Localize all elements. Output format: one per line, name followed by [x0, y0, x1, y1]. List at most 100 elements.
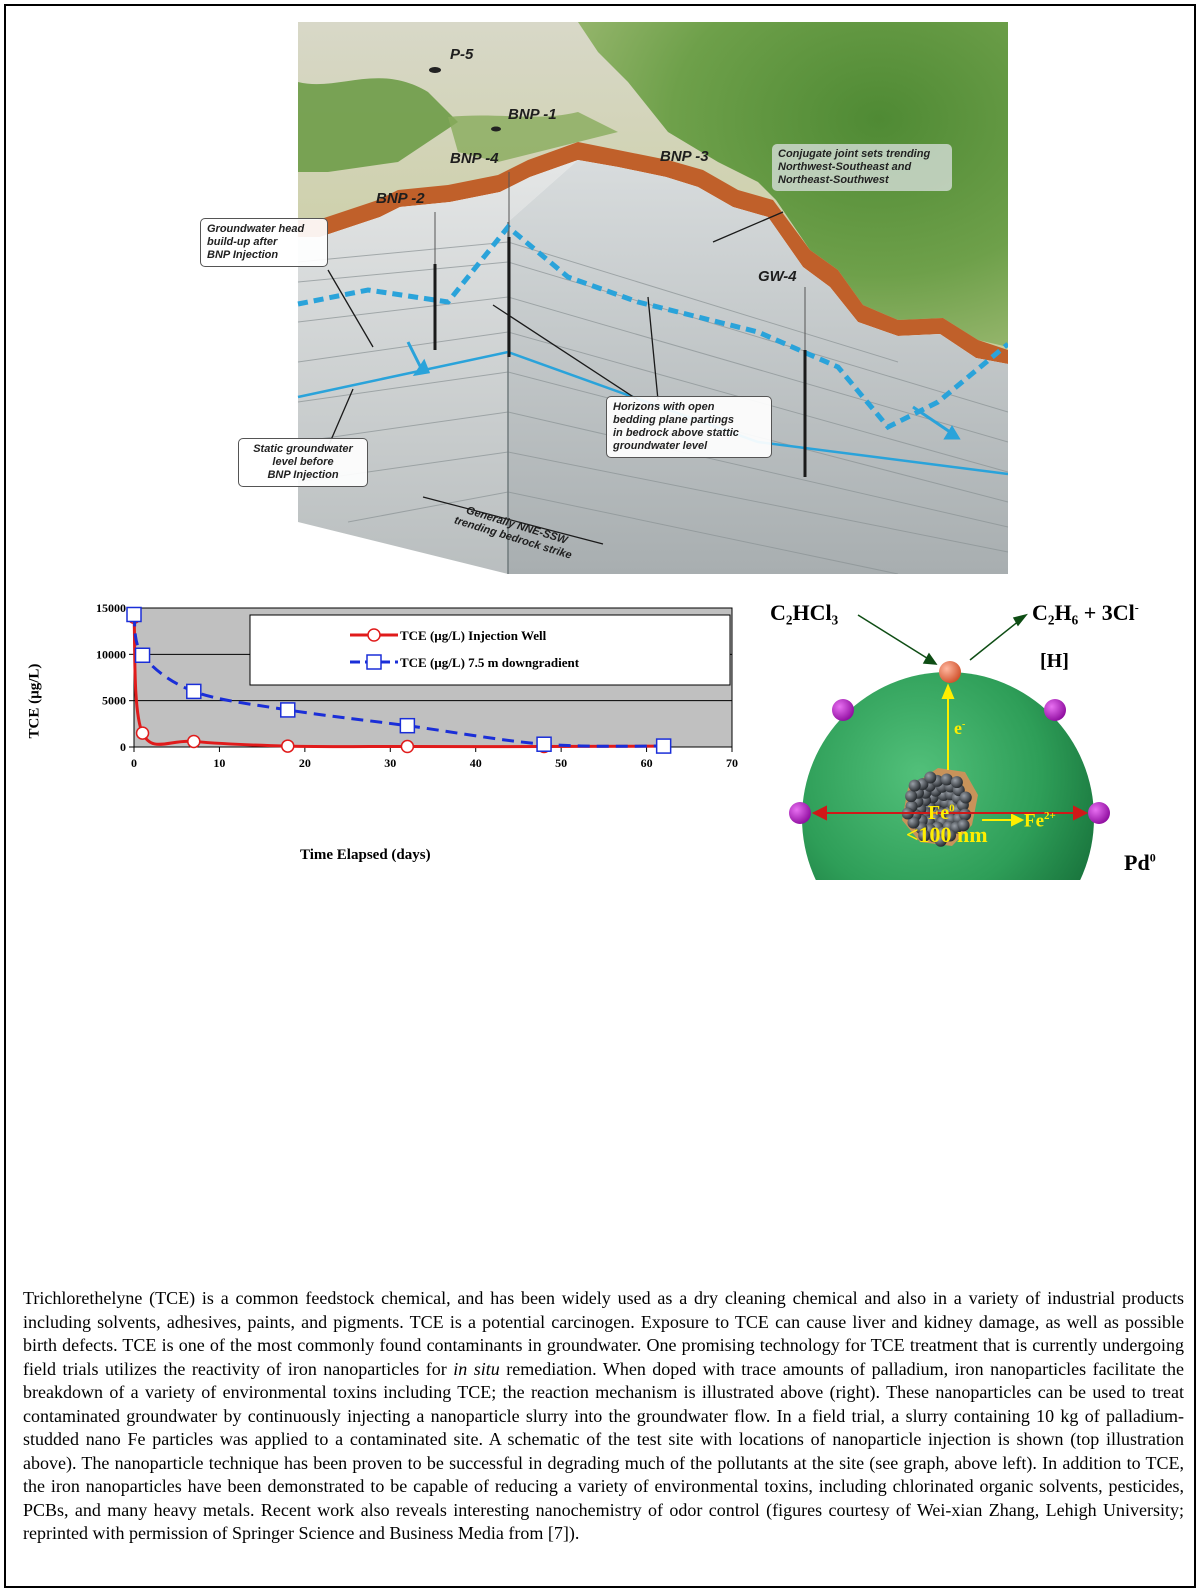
well-label-p5: P-5 — [450, 46, 474, 63]
callout-line: Northwest-Southeast and — [778, 161, 912, 173]
y-axis-title-text: TCE (µg/L) — [26, 663, 43, 739]
forest — [298, 78, 458, 172]
x-tick-label: 20 — [299, 756, 311, 770]
paragraph-text: Trichlorethelyne (TCE) is a common feeds… — [23, 1288, 1184, 1379]
hydrogen-label: [H] — [1040, 650, 1069, 672]
fe-atom — [957, 819, 970, 832]
data-point — [126, 606, 142, 623]
tce-molecule — [939, 661, 961, 683]
pd-dot — [1088, 802, 1110, 824]
groundwater-head-line — [297, 223, 1008, 431]
data-point — [655, 738, 672, 754]
rock-face-right — [508, 160, 1008, 574]
well-casings — [433, 237, 807, 477]
callout-line: build-up after — [207, 236, 278, 248]
x-tick-label: 70 — [726, 756, 738, 770]
reactant-label: C₂HCl₃ — [770, 600, 839, 625]
callout-static-groundwater: Static groundwater level before BNP Inje… — [238, 438, 368, 487]
y-tick-label: 10000 — [96, 647, 126, 661]
callout-leaders — [327, 211, 784, 448]
electron-label: e- — [954, 718, 965, 739]
fe0-sup: 0 — [949, 802, 955, 815]
data-point — [399, 717, 416, 734]
fe-atom — [907, 816, 920, 829]
fe0-core-cluster — [901, 771, 972, 847]
reaction-arrows — [857, 613, 1028, 665]
forest — [448, 112, 618, 162]
well-label-bnp3: BNP -3 — [660, 148, 709, 165]
fe-atom — [934, 834, 947, 847]
fe2-label: Fe2+ — [1024, 810, 1056, 832]
electron-sup: - — [962, 719, 966, 730]
callout-line: groundwater level — [613, 440, 708, 452]
callout-line: Northeast-Southwest — [778, 174, 889, 186]
paragraph-italic: in situ — [453, 1358, 500, 1379]
callout-line: BNP Injection — [207, 249, 279, 261]
legend-label: TCE (µg/L) 7.5 m downgradient — [400, 655, 580, 670]
fe2-sup: 2+ — [1044, 810, 1056, 822]
pd-text: Pd — [1124, 850, 1150, 875]
product-label: C₂H₆ + 3Cl- — [1032, 600, 1139, 626]
nanoparticle-mechanism-figure: C₂HCl₃ C₂H₆ + 3Cl- [H] e- Fe0 Fe2+ <100 … — [760, 590, 1190, 985]
flow-arrows — [406, 341, 961, 440]
description-paragraph: Trichlorethelyne (TCE) is a common feeds… — [23, 1287, 1184, 1546]
well-label-bnp4: BNP -4 — [450, 150, 499, 167]
pd-dot — [1044, 699, 1066, 721]
size-label: <100 nm — [906, 822, 988, 847]
pd-dot — [789, 802, 811, 824]
legend-marker — [367, 628, 381, 642]
callout-line: bedding plane partings — [613, 414, 735, 426]
page-border — [4, 4, 1196, 1588]
fe2-arrow — [982, 813, 1025, 827]
paragraph-text: remediation. When doped with trace amoun… — [23, 1358, 1185, 1544]
data-point — [134, 647, 151, 664]
callout-line: Conjugate joint sets trending — [778, 148, 931, 160]
fe-atom — [950, 776, 963, 789]
site-schematic-illustration: P-5 BNP -1 BNP -4 BNP -3 BNP -2 GW-4 Con… — [198, 22, 1008, 574]
x-tick-label: 10 — [213, 756, 225, 770]
legend-marker — [366, 654, 382, 670]
data-point — [400, 739, 415, 754]
strike-arrow — [422, 496, 604, 545]
pd-dot — [832, 699, 854, 721]
fe-atom — [959, 791, 972, 804]
pd-sup: 0 — [1149, 850, 1156, 865]
callout-groundwater-head: Groundwater head build-up after BNP Inje… — [200, 218, 328, 267]
product-sup: - — [1134, 600, 1139, 615]
bnp1-marker — [491, 126, 501, 132]
legend-label: TCE (µg/L) Injection Well — [400, 628, 547, 643]
x-tick-label: 60 — [641, 756, 653, 770]
data-point — [187, 734, 201, 749]
x-tick-label: 50 — [555, 756, 567, 770]
well-label-bnp1: BNP -1 — [508, 106, 557, 123]
callout-horizons: Horizons with open bedding plane parting… — [606, 396, 772, 458]
well-risers — [434, 172, 806, 350]
data-point — [186, 683, 202, 700]
fe-atom — [940, 773, 953, 786]
electron-arrow — [941, 683, 955, 770]
x-tick-label: 30 — [384, 756, 396, 770]
fe2-text: Fe — [1024, 810, 1045, 832]
fe-atom — [918, 829, 931, 842]
pd-label: Pd0 — [1124, 850, 1156, 876]
tce-concentration-chart: 0 5000 10000 15000 0 10 20 30 40 50 60 70 TCE (µg/L)… — [20, 590, 750, 820]
callout-line: Groundwater head — [207, 223, 305, 235]
data-point — [135, 726, 150, 740]
size-arrow — [811, 805, 1089, 821]
data-point — [536, 736, 552, 752]
fe-atom — [959, 808, 972, 821]
p5-marker — [429, 67, 441, 73]
fe-atom — [944, 829, 957, 842]
callout-line: Horizons with open — [613, 401, 715, 413]
x-tick-label: 40 — [470, 756, 482, 770]
x-tick-label: 0 — [131, 756, 137, 770]
data-point — [281, 739, 295, 753]
fe0-text: Fe — [928, 802, 950, 824]
fe0-label: Fe0 — [928, 802, 955, 825]
callout-line: Static groundwater — [253, 443, 353, 455]
fe-atom — [924, 771, 937, 784]
y-tick-label: 15000 — [96, 601, 126, 615]
y-tick-label: 5000 — [102, 694, 126, 708]
product-text: C₂H₆ + 3Cl — [1032, 600, 1135, 625]
fe-atom — [908, 779, 921, 792]
